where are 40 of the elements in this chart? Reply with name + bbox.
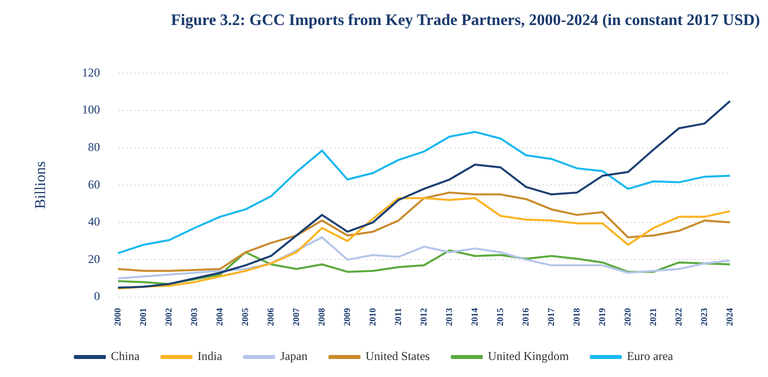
- y-tick-label: 80: [88, 140, 100, 154]
- legend-label: Euro area: [626, 349, 674, 364]
- y-tick-label: 0: [94, 289, 100, 304]
- x-tick-label: 2012: [418, 308, 428, 326]
- legend-label: United Kingdom: [488, 349, 570, 364]
- y-tick-label: 120: [82, 65, 100, 80]
- x-tick-label: 2017: [546, 308, 556, 326]
- x-tick-label: 2003: [188, 308, 199, 326]
- x-tick-label: 2004: [214, 308, 224, 326]
- x-tick-label: 2013: [444, 308, 454, 326]
- x-tick-label: 2022: [673, 308, 684, 326]
- x-tick-label: 2015: [494, 308, 505, 326]
- x-tick-label: 2021: [648, 308, 658, 326]
- legend-label: Japan: [280, 349, 308, 364]
- x-tick-label: 2014: [469, 308, 480, 326]
- x-tick-label: 2009: [342, 308, 352, 326]
- chart-title: Figure 3.2: GCC Imports from Key Trade Partners, 2000-2024 (in constant 2017 USD): [170, 11, 760, 31]
- y-tick-label: 40: [88, 214, 100, 229]
- x-tick-label: 2000: [112, 308, 122, 326]
- x-tick-label: 2016: [520, 308, 530, 326]
- x-tick-label: 2023: [698, 308, 709, 326]
- x-tick-label: 2018: [571, 308, 582, 326]
- x-tick-label: 2001: [138, 308, 148, 326]
- y-axis-title: Billions: [32, 161, 49, 209]
- x-tick-label: 2010: [367, 308, 378, 326]
- x-tick-label: 2006: [265, 308, 276, 326]
- x-tick-label: 2019: [596, 308, 607, 326]
- x-tick-label: 2005: [240, 308, 250, 326]
- x-tick-label: 2011: [392, 308, 403, 326]
- legend-label: United States: [366, 349, 430, 364]
- x-tick-label: 2024: [724, 308, 734, 326]
- y-tick-label: 20: [88, 252, 100, 266]
- legend-label: China: [110, 349, 140, 364]
- y-tick-label: 60: [88, 177, 100, 192]
- x-tick-label: 2002: [163, 308, 174, 326]
- x-tick-label: 2020: [622, 308, 632, 326]
- x-tick-label: 2008: [316, 308, 326, 326]
- legend-label: India: [198, 349, 223, 364]
- y-tick-label: 100: [82, 102, 100, 117]
- x-tick-label: 2007: [290, 308, 301, 326]
